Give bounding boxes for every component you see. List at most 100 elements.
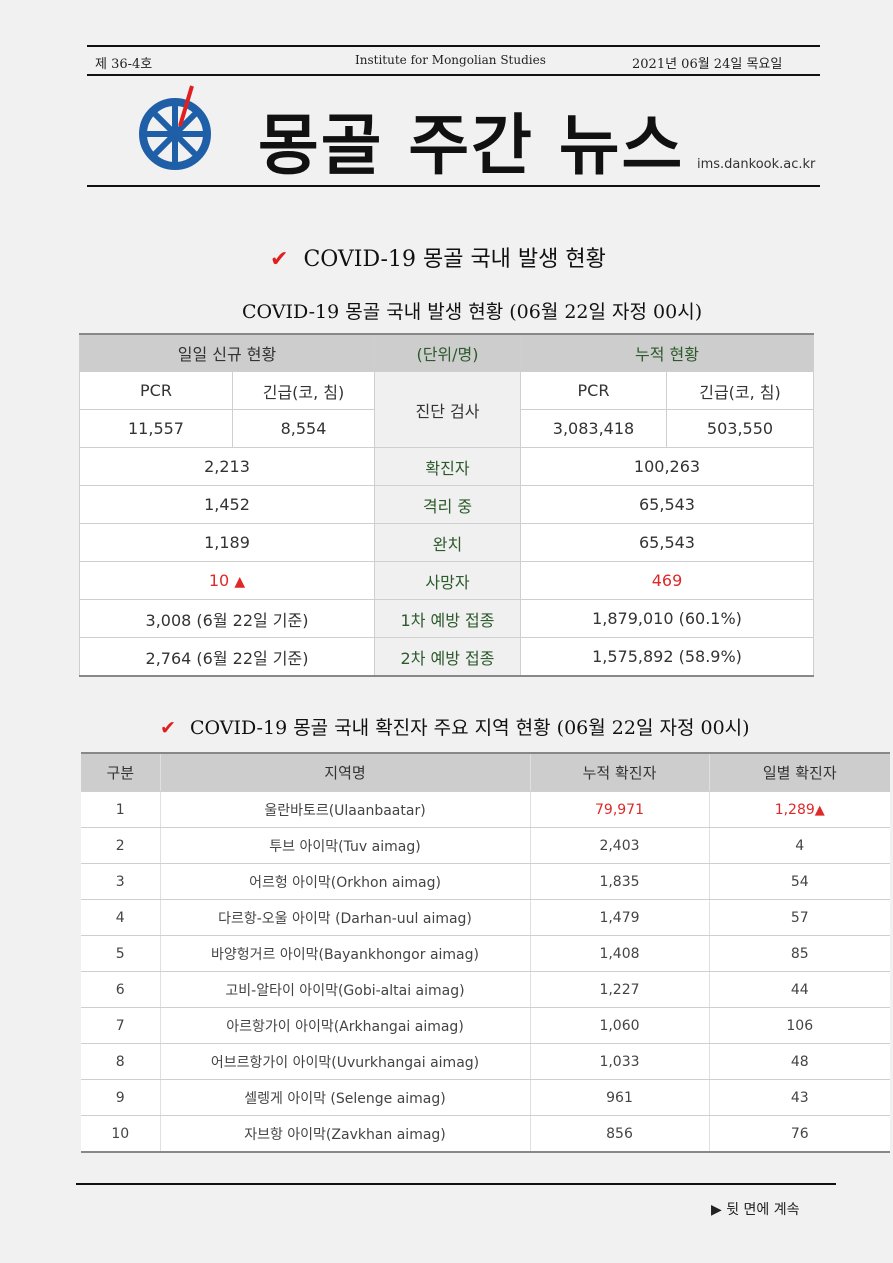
table-row: 2,764 (6월 22일 기준) 2차 예방 접종 1,575,892 (58…	[79, 637, 814, 677]
table-row: 2 투브 아이막(Tuv aimag) 2,403 4	[81, 827, 890, 864]
daily-rapid-value: 8,554	[232, 409, 375, 448]
table-head-row: 구분 지역명 누적 확진자 일별 확진자	[81, 753, 890, 792]
total-cases: 1,060	[529, 1007, 709, 1044]
total-cases: 1,033	[529, 1043, 709, 1080]
col-header-region: 지역명	[159, 753, 530, 792]
daily-value: 10	[208, 571, 230, 590]
daily-cases: 1,289	[774, 801, 815, 818]
up-triangle-icon: ▲	[234, 574, 246, 590]
row-number: 7	[81, 1007, 160, 1044]
table-row: 1,189 완치 65,543	[79, 523, 814, 562]
section2-heading-row: ✔ COVID-19 몽골 국내 확진자 주요 지역 현황 (06월 22일 자…	[160, 713, 750, 740]
region-name: 투브 아이막(Tuv aimag)	[159, 827, 530, 864]
row-number: 1	[81, 791, 160, 828]
unit-header: (단위/명)	[374, 333, 521, 372]
total-value: 100,263	[520, 447, 814, 486]
row-number: 5	[81, 935, 160, 972]
row-number: 6	[81, 971, 160, 1008]
row-number: 8	[81, 1043, 160, 1080]
col-header-no: 구분	[81, 753, 160, 792]
daily-cases: 106	[708, 1007, 890, 1044]
table-row: 5 바양헝거르 아이막(Bayankhongor aimag) 1,408 85	[81, 935, 890, 972]
row-number: 2	[81, 827, 160, 864]
row-number: 3	[81, 863, 160, 900]
continued-note: ▶ 뒷 면에 계속	[711, 1202, 800, 1218]
institute-name: Institute for Mongolian Studies	[355, 53, 546, 67]
daily-value: 2,764 (6월 22일 기준)	[79, 637, 375, 677]
daily-value: 1,189	[79, 523, 375, 562]
daily-value: 1,452	[79, 485, 375, 524]
daily-cumulative-table: 일일 신규 현황 (단위/명) 누적 현황 PCR 긴급(코, 침) 진단 검사…	[79, 333, 814, 677]
region-name: 아르항가이 아이막(Arkhangai aimag)	[159, 1007, 530, 1044]
daily-new-header: 일일 신규 현황	[79, 333, 375, 372]
total-cases: 1,227	[529, 971, 709, 1008]
table-row: 8 어브르항가이 아이막(Uvurkhangai aimag) 1,033 48	[81, 1043, 890, 1080]
dharma-wheel-logo	[136, 84, 218, 174]
total-cases: 1,835	[529, 863, 709, 900]
row-number: 9	[81, 1079, 160, 1116]
daily-cases: 44	[708, 971, 890, 1008]
daily-cases: 48	[708, 1043, 890, 1080]
total-cases: 79,971	[529, 791, 709, 828]
daily-cases: 43	[708, 1079, 890, 1116]
table-row: 3,008 (6월 22일 기준) 1차 예방 접종 1,879,010 (60…	[79, 599, 814, 638]
region-name: 울란바토르(Ulaanbaatar)	[159, 791, 530, 828]
total-value: 65,543	[520, 485, 814, 524]
col-header-daily: 일별 확진자	[708, 753, 890, 792]
daily-cases: 4	[708, 827, 890, 864]
daily-cases: 76	[708, 1115, 890, 1153]
table-row: 7 아르항가이 아이막(Arkhangai aimag) 1,060 106	[81, 1007, 890, 1044]
daily-cases: 57	[708, 899, 890, 936]
daily-cases-cell: 1,289▲	[708, 791, 890, 828]
row-label: 1차 예방 접종	[374, 599, 521, 638]
region-name: 어르헝 아이막(Orkhon aimag)	[159, 863, 530, 900]
region-table: 구분 지역명 누적 확진자 일별 확진자 1 울란바토르(Ulaanbaatar…	[81, 752, 890, 1153]
total-rapid-value: 503,550	[666, 409, 814, 448]
table-row: 9 셀렝게 아이막 (Selenge aimag) 961 43	[81, 1079, 890, 1116]
issue-date: 2021년 06월 24일 목요일	[632, 57, 783, 72]
total-value: 1,879,010 (60.1%)	[520, 599, 814, 638]
table-row: 2,213 확진자 100,263	[79, 447, 814, 486]
total-pcr-label: PCR	[520, 371, 667, 410]
row-label: 완치	[374, 523, 521, 562]
test-values-row: 11,557 8,554 3,083,418 503,550	[79, 409, 814, 448]
website-url: ims.dankook.ac.kr	[697, 157, 816, 172]
total-cases: 1,408	[529, 935, 709, 972]
daily-cases: 54	[708, 863, 890, 900]
daily-pcr-label: PCR	[79, 371, 233, 410]
daily-value: 2,213	[79, 447, 375, 486]
table-row: 10 자브항 아이막(Zavkhan aimag) 856 76	[81, 1115, 890, 1153]
total-rapid-label: 긴급(코, 침)	[666, 371, 814, 410]
region-name: 셀렝게 아이막 (Selenge aimag)	[159, 1079, 530, 1116]
table-head-row: 일일 신규 현황 (단위/명) 누적 현황	[79, 333, 814, 372]
section1-heading-row: ✔ COVID-19 몽골 국내 발생 현황	[270, 241, 606, 273]
check-mark-icon: ✔	[160, 717, 176, 739]
newsletter-title: 몽골 주간 뉴스	[258, 107, 685, 184]
section2-heading: COVID-19 몽골 국내 확진자 주요 지역 현황 (06월 22일 자정 …	[189, 717, 750, 739]
section1-heading: COVID-19 몽골 국내 발생 현황	[303, 247, 606, 272]
total-value: 469	[520, 561, 814, 600]
up-triangle-icon: ▲	[814, 802, 825, 818]
region-name: 자브항 아이막(Zavkhan aimag)	[159, 1115, 530, 1153]
row-number: 10	[81, 1115, 160, 1153]
total-cases: 961	[529, 1079, 709, 1116]
total-value: 1,575,892 (58.9%)	[520, 637, 814, 677]
row-label: 확진자	[374, 447, 521, 486]
total-cases: 1,479	[529, 899, 709, 936]
check-mark-icon: ✔	[270, 247, 289, 272]
total-cases: 856	[529, 1115, 709, 1153]
cumulative-header: 누적 현황	[520, 333, 814, 372]
daily-cases: 85	[708, 935, 890, 972]
region-name: 어브르항가이 아이막(Uvurkhangai aimag)	[159, 1043, 530, 1080]
row-label: 사망자	[374, 561, 521, 600]
table-row: 6 고비-알타이 아이막(Gobi-altai aimag) 1,227 44	[81, 971, 890, 1008]
col-header-total: 누적 확진자	[529, 753, 709, 792]
header-mid-rule	[87, 74, 820, 76]
table-row: 10 ▲ 사망자 469	[79, 561, 814, 600]
row-label: 2차 예방 접종	[374, 637, 521, 677]
table-row: 1,452 격리 중 65,543	[79, 485, 814, 524]
total-pcr-value: 3,083,418	[520, 409, 667, 448]
total-cases: 2,403	[529, 827, 709, 864]
issue-number: 제 36-4호	[95, 57, 153, 72]
row-number: 4	[81, 899, 160, 936]
